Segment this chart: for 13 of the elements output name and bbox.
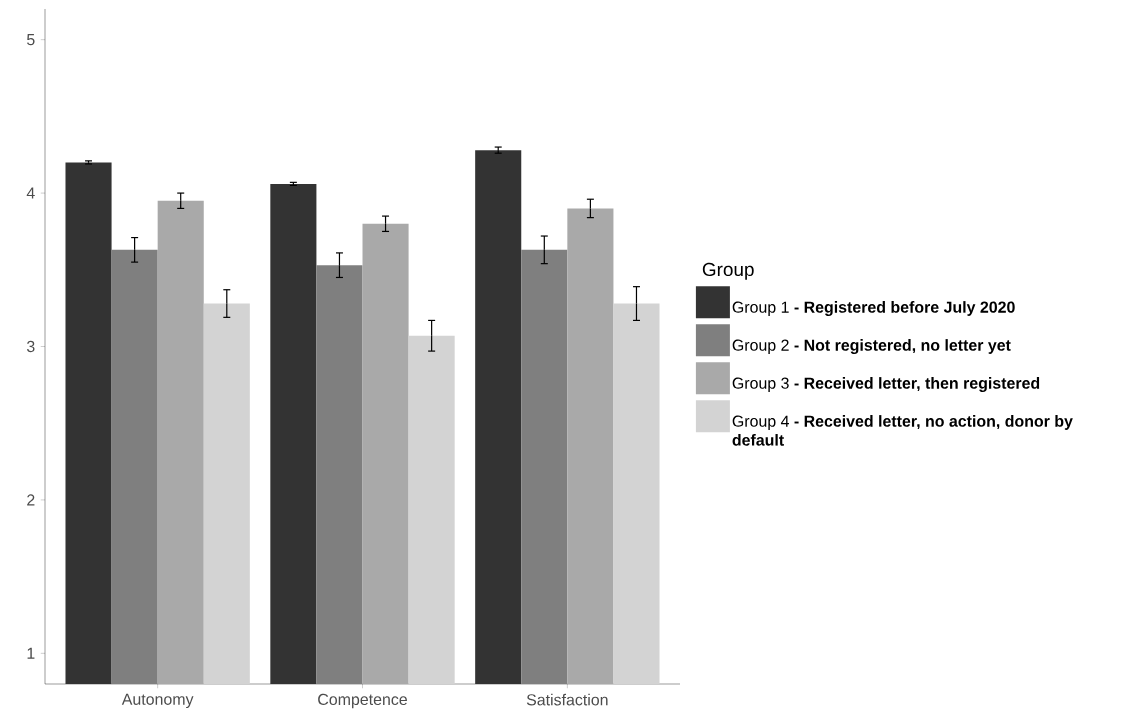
legend-label: Group 3 - Received letter, then registered bbox=[732, 377, 1040, 393]
y-tick-label: 2 bbox=[27, 494, 35, 506]
y-tick-label: 4 bbox=[26, 187, 35, 199]
y-tick-label: 5 bbox=[27, 34, 35, 46]
y-tick-label: 1 bbox=[27, 647, 35, 659]
y-tick-label: 3 bbox=[26, 340, 35, 353]
legend-title: Group bbox=[702, 262, 754, 280]
legend-label: Group 2 - Not registered, no letter yet bbox=[732, 339, 1011, 355]
legend-label: Group 4 - Received letter, no action, donor by default bbox=[732, 415, 1073, 446]
x-tick-label: Competence bbox=[318, 693, 407, 709]
x-tick-label: Satisfaction bbox=[526, 693, 608, 706]
legend-label: Group 1 - Registered before July 2020 bbox=[732, 301, 1015, 317]
x-tick-label: Autonomy bbox=[121, 693, 194, 709]
